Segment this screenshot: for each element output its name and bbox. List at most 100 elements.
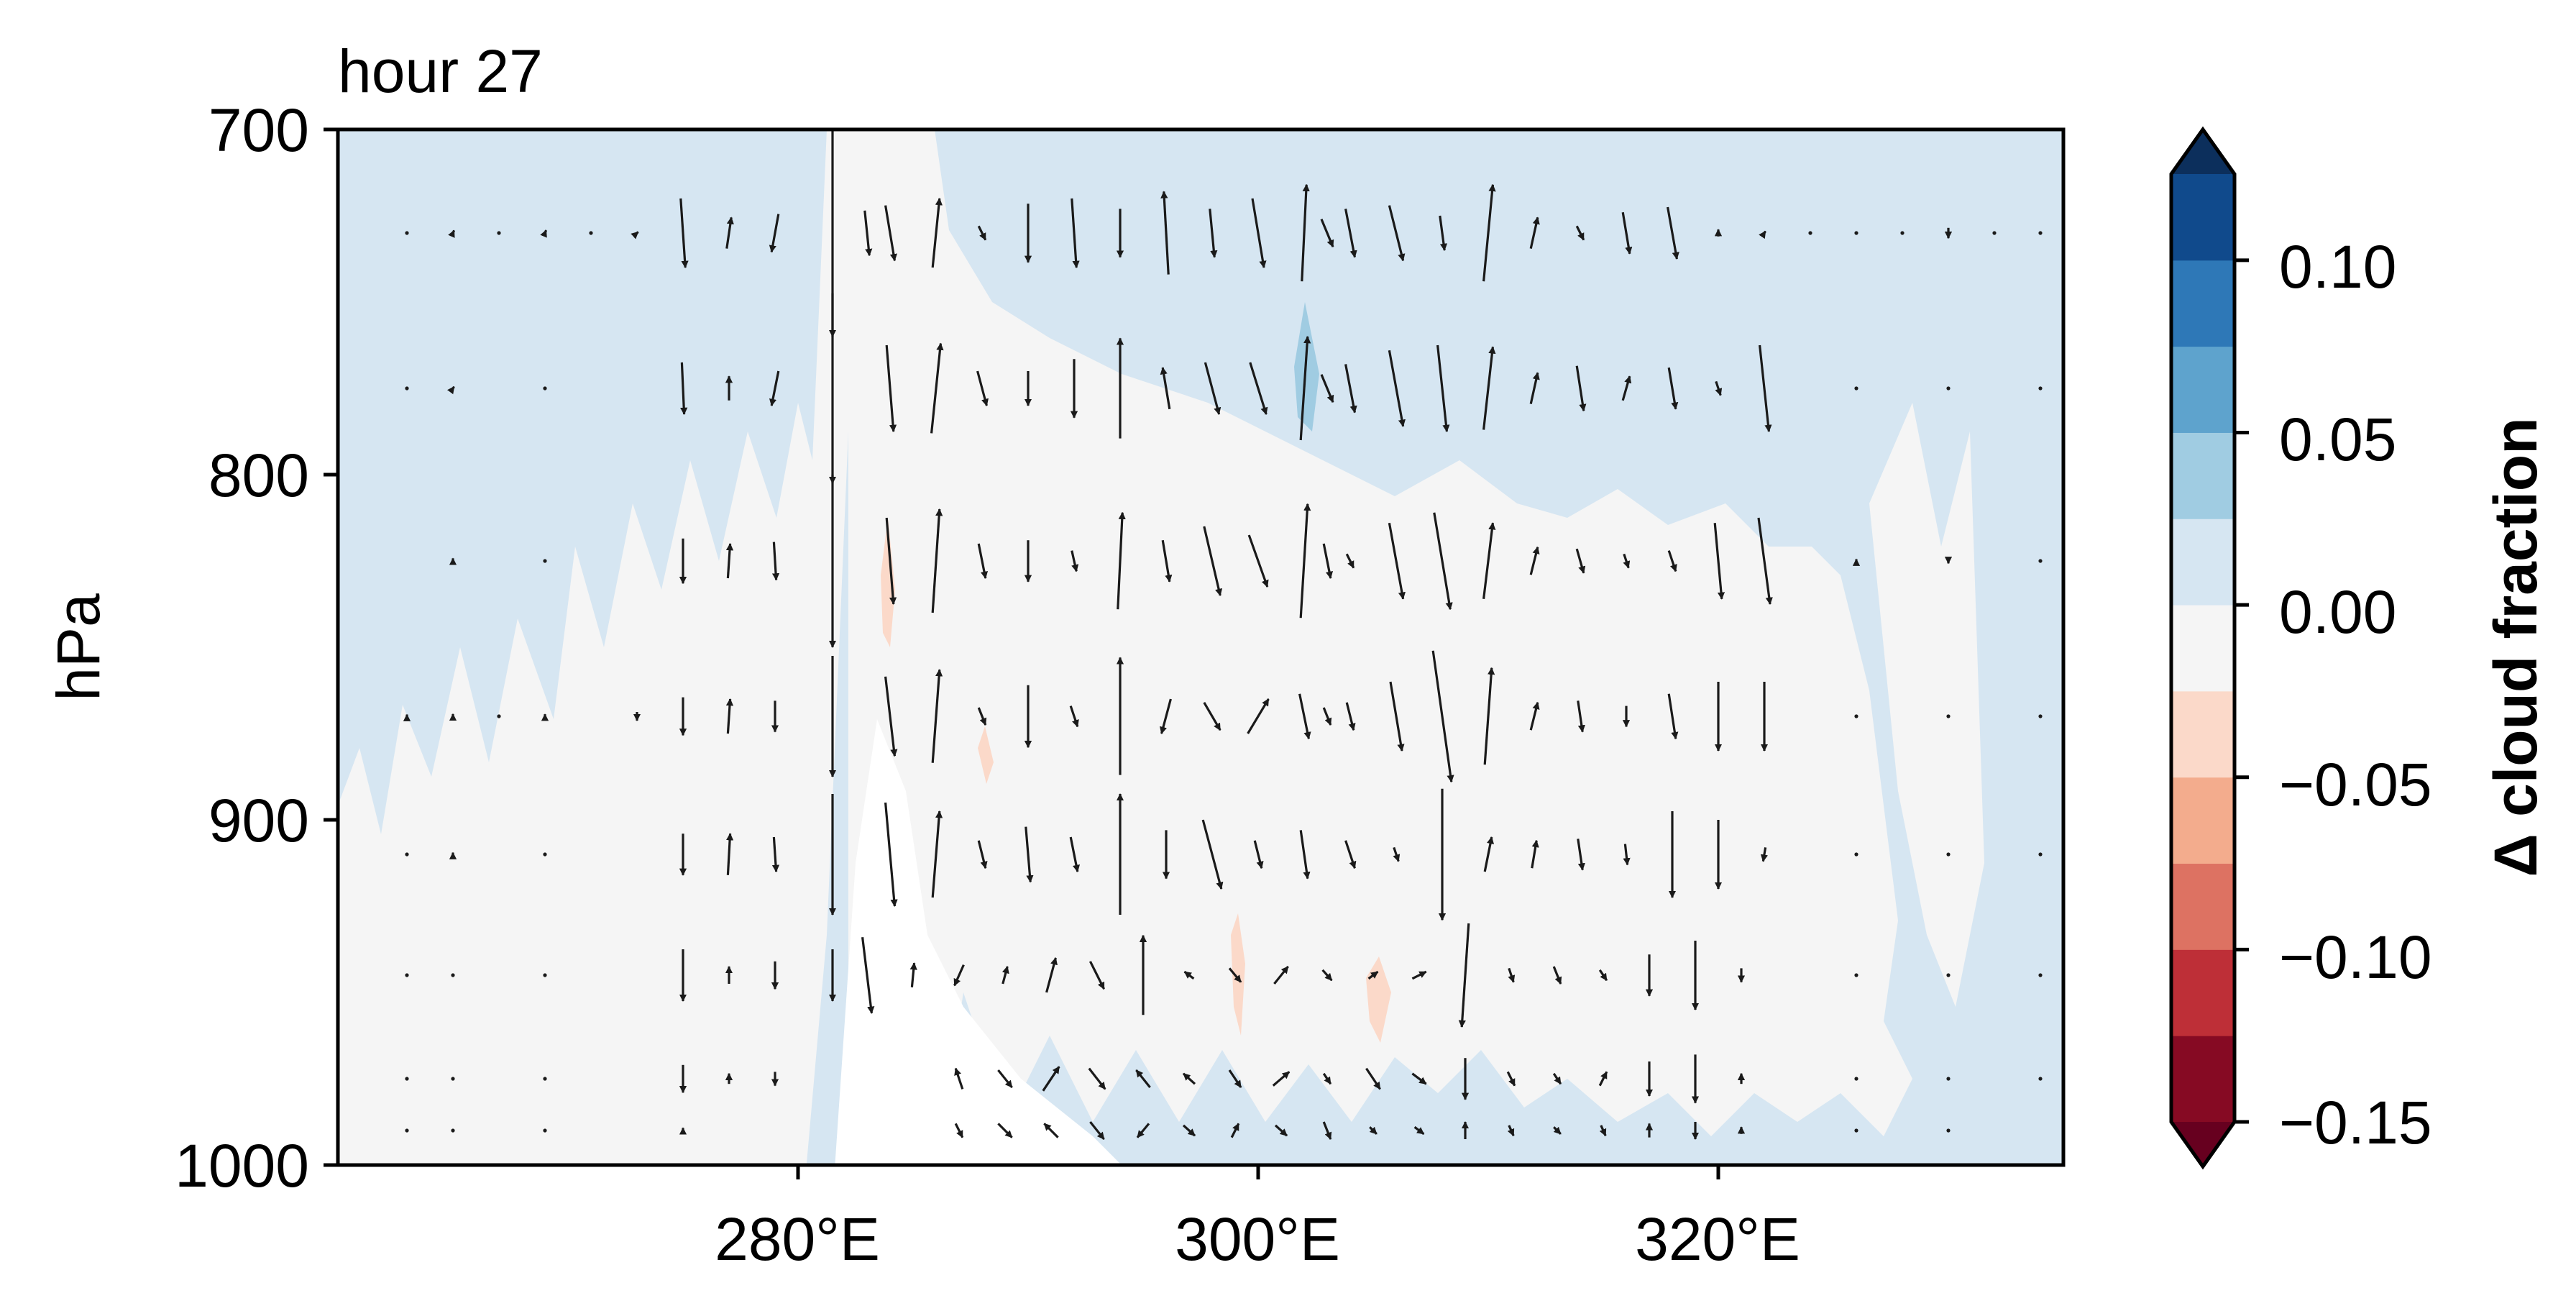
wind-vector	[885, 344, 897, 433]
wind-vector	[931, 508, 943, 613]
wind-vector	[1251, 198, 1267, 269]
wind-vector	[1431, 650, 1454, 783]
wind-vector	[497, 231, 501, 235]
wind-vector	[1344, 209, 1357, 258]
colorbar-segment	[2171, 863, 2234, 950]
wind-vector	[1299, 335, 1311, 441]
wind-vector	[1599, 1125, 1607, 1137]
colorbar-segment	[2171, 519, 2234, 606]
wind-vector	[1393, 846, 1401, 862]
colorbar-segment	[2171, 690, 2234, 778]
colorbar-over-triangle	[2171, 129, 2234, 174]
chart-title: hour 27	[338, 37, 543, 105]
wind-vector	[884, 802, 898, 908]
wind-vector	[977, 543, 989, 580]
wind-vector	[1001, 966, 1009, 985]
colorbar-label: Δ cloud fraction	[2482, 417, 2549, 877]
wind-vector	[909, 962, 917, 987]
wind-vector	[589, 231, 593, 235]
wind-vector	[2038, 231, 2043, 235]
wind-vector	[497, 714, 501, 718]
wind-vector	[405, 1077, 409, 1081]
wind-vector	[931, 810, 943, 898]
wind-vector	[769, 370, 780, 407]
wind-vector	[543, 852, 547, 857]
wind-vector	[2038, 714, 2043, 718]
wind-vector	[884, 676, 898, 757]
wind-vector	[1433, 512, 1453, 611]
wind-vector	[1413, 1125, 1425, 1136]
wind-vector	[2038, 973, 2043, 977]
negative-anomaly-patch-3	[1231, 913, 1245, 1036]
wind-vector	[679, 198, 689, 269]
wind-vector	[1071, 550, 1079, 572]
wind-vector	[1247, 534, 1269, 588]
wind-vector	[1161, 539, 1173, 583]
wind-vector	[1553, 1126, 1562, 1135]
wind-vector	[1482, 183, 1496, 282]
wind-vector	[1228, 1069, 1242, 1088]
wind-vector	[1043, 1123, 1059, 1138]
wind-vector	[1992, 231, 1997, 235]
wind-vector	[1089, 1121, 1105, 1140]
wind-vector	[1854, 852, 1858, 857]
wind-vector	[1367, 970, 1379, 980]
neutral-region-central	[848, 129, 1912, 1165]
wind-vector	[1345, 553, 1355, 569]
wind-vector	[1388, 205, 1406, 262]
wind-vector	[447, 385, 455, 395]
wind-vector	[1321, 969, 1333, 982]
wind-vector	[1299, 503, 1311, 618]
wind-vector	[1946, 1128, 1951, 1133]
wind-vector	[1946, 386, 1951, 391]
wind-vector	[1667, 367, 1679, 410]
wind-vector	[1298, 693, 1311, 740]
wind-vector	[1411, 1072, 1427, 1085]
colorbar-segment	[2171, 174, 2234, 261]
y-axis: 700 800 900 1000 hPa	[45, 96, 338, 1200]
wind-vector	[2038, 852, 2043, 857]
wind-vector	[863, 210, 873, 257]
wind-vector	[997, 1123, 1013, 1138]
wind-vector	[1247, 698, 1270, 734]
wind-vector	[1575, 365, 1587, 412]
wind-vector	[1508, 967, 1516, 983]
wind-vector	[1344, 840, 1357, 869]
y-tick-label-700: 700	[208, 96, 309, 164]
wind-vector	[1136, 1123, 1150, 1138]
wind-vector	[1808, 231, 1812, 235]
wind-vector	[1301, 183, 1310, 282]
wind-vector	[997, 1069, 1013, 1088]
wind-vector	[1042, 1066, 1060, 1092]
colorbar-segment	[2171, 605, 2234, 692]
colorbar-segment	[2171, 260, 2234, 347]
wind-vector	[543, 1128, 547, 1133]
wind-vector	[1577, 839, 1585, 871]
wind-vector	[1183, 970, 1195, 980]
wind-vector	[1529, 546, 1540, 575]
plot-frame	[336, 127, 2066, 1167]
wind-vector	[1369, 1126, 1378, 1135]
wind-vector	[405, 1128, 409, 1133]
wind-vector	[1069, 705, 1079, 728]
wind-vector	[1667, 550, 1677, 572]
wind-vector	[1228, 967, 1242, 983]
colorbar-tick-label-neg-0.15: −0.15	[2279, 1089, 2432, 1156]
wind-vector	[1345, 702, 1356, 731]
wind-vector	[1344, 364, 1357, 414]
wind-vector	[1160, 367, 1171, 410]
wind-vector	[1182, 1124, 1196, 1137]
wind-vector	[1760, 847, 1768, 862]
wind-vector	[1552, 966, 1562, 985]
wind-vector	[2038, 1077, 2043, 1081]
wind-vector	[1069, 836, 1081, 873]
wind-vector	[1253, 840, 1264, 869]
wind-vector	[1946, 714, 1951, 718]
wind-vector	[1411, 970, 1427, 980]
wind-vector	[1160, 698, 1172, 734]
quiver-layer	[403, 129, 2043, 1141]
wind-vector	[1482, 346, 1496, 430]
colorbar-segment	[2171, 1036, 2234, 1123]
wind-vector	[451, 1128, 455, 1133]
y-tick-label-800: 800	[208, 442, 309, 509]
